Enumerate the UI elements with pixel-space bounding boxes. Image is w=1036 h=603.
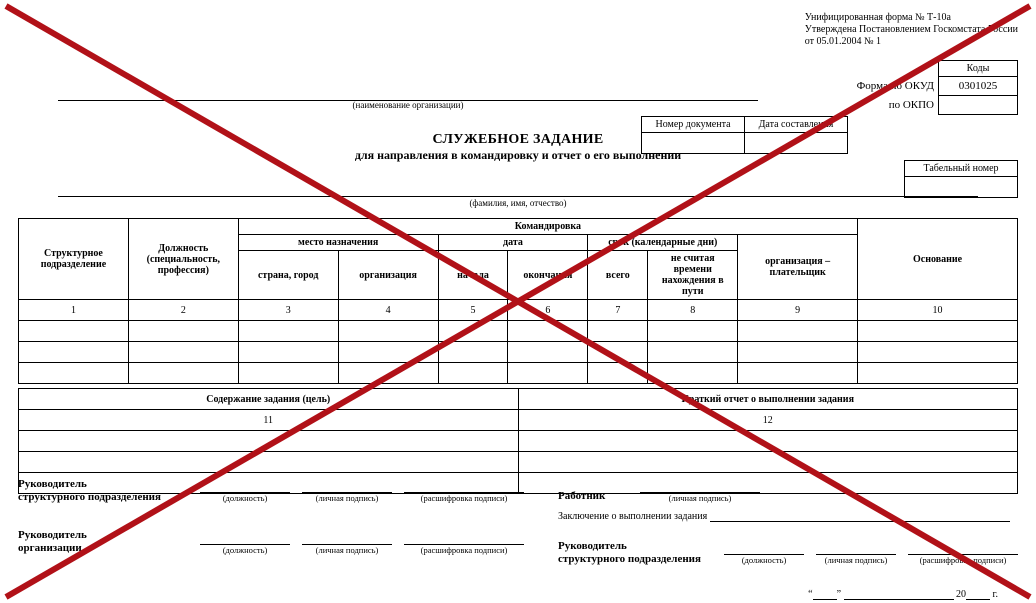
col-term-total: всего <box>588 251 648 300</box>
worker-label: Работник <box>558 490 628 503</box>
col-dates: дата <box>438 235 588 251</box>
col-country-city: страна, город <box>238 251 338 300</box>
organization-caption: (наименование организации) <box>58 100 758 110</box>
colnum-3: 3 <box>238 300 338 321</box>
colnum-5: 5 <box>438 300 508 321</box>
note-line-1: Унифицированная форма № Т-10а <box>805 12 1018 24</box>
colnum-8: 8 <box>648 300 738 321</box>
head-dept-position-line <box>200 478 290 493</box>
col-task-content: Содержание задания (цель) <box>19 389 519 410</box>
tabnum-cell <box>905 177 1018 198</box>
colnum-11: 11 <box>19 410 519 431</box>
okud-codes-block: Коды Форма по ОКУД 0301025 по ОКПО <box>856 60 1018 115</box>
cap-decipher: (расшифровка подписи) <box>421 493 508 503</box>
head-dept-decipher-line <box>404 478 524 493</box>
okpo-value <box>939 96 1018 115</box>
cap-decipher-2: (расшифровка подписи) <box>421 545 508 555</box>
head-dept2-position-line <box>724 540 804 555</box>
title-block: СЛУЖЕБНОЕ ЗАДАНИЕ для направления в кома… <box>18 132 1018 163</box>
cap-position: (должность) <box>223 493 268 503</box>
title-sub: для направления в командировку и отчет о… <box>18 148 1018 163</box>
docdate-header: Дата составления <box>745 117 848 133</box>
table-row <box>19 321 1018 342</box>
head-dept2-decipher-line <box>908 540 1018 555</box>
colnum-7: 7 <box>588 300 648 321</box>
tabnum-header: Табельный номер <box>905 161 1018 177</box>
okud-value: 0301025 <box>939 77 1018 96</box>
colnum-4: 4 <box>338 300 438 321</box>
cap-decipher-3: (расшифровка подписи) <box>920 555 1007 565</box>
head-dept-sign-line <box>302 478 392 493</box>
page-root: Унифицированная форма № Т-10а Утверждена… <box>0 0 1036 603</box>
table-row <box>19 431 1018 452</box>
right-signatures: Работник (личная подпись) Заключение о в… <box>558 478 1018 600</box>
form-approval-note: Унифицированная форма № Т-10а Утверждена… <box>805 12 1018 48</box>
okpo-label: по ОКПО <box>856 96 939 115</box>
head-org-sign-line <box>302 530 392 545</box>
conclusion-line: Заключение о выполнении задания <box>558 509 1018 522</box>
col-date-end: окончания <box>508 251 588 300</box>
col-date-start: начала <box>438 251 508 300</box>
col-brief-report: Краткий отчет о выполнении задания <box>518 389 1018 410</box>
note-line-3: от 05.01.2004 № 1 <box>805 36 1018 48</box>
year-suffix: г. <box>993 589 998 600</box>
head-org-label: Руководительорганизации <box>18 529 188 554</box>
tabnum-box: Табельный номер <box>904 160 1018 198</box>
col-organization: организация <box>338 251 438 300</box>
assignment-table: Структурное подразделение Должность (спе… <box>18 218 1018 384</box>
colnum-10: 10 <box>858 300 1018 321</box>
title-main: СЛУЖЕБНОЕ ЗАДАНИЕ <box>18 132 1018 148</box>
organization-underline <box>58 86 758 101</box>
head-org-decipher-line <box>404 530 524 545</box>
cap-position-2: (должность) <box>223 545 268 555</box>
conclusion-underline <box>710 509 1010 522</box>
cap-sign-2: (личная подпись) <box>316 545 379 555</box>
cap-sign: (личная подпись) <box>316 493 379 503</box>
colnum-12: 12 <box>518 410 1018 431</box>
col-term-exclude: не считая времени нахождения в пути <box>648 251 738 300</box>
fio-underline <box>58 196 978 197</box>
colnum-2: 2 <box>128 300 238 321</box>
docnum-header: Номер документа <box>642 117 745 133</box>
table-row <box>19 363 1018 384</box>
note-line-2: Утверждена Постановлением Госкомстата Ро… <box>805 24 1018 36</box>
colnum-1: 1 <box>19 300 129 321</box>
col-destination: место назначения <box>238 235 438 251</box>
col-structural-dept: Структурное подразделение <box>19 219 129 300</box>
codes-header: Коды <box>939 61 1018 77</box>
cap-sign-3: (личная подпись) <box>669 493 732 503</box>
fio-caption: (фамилия, имя, отчество) <box>58 198 978 208</box>
col-term: срок (календарные дни) <box>588 235 738 251</box>
table-row <box>19 452 1018 473</box>
okud-label: Форма по ОКУД <box>856 77 939 96</box>
conclusion-label: Заключение о выполнении задания <box>558 511 707 522</box>
table-row <box>19 342 1018 363</box>
cap-sign-4: (личная подпись) <box>825 555 888 565</box>
head-dept-label: Руководительструктурного подразделения <box>18 478 188 503</box>
col-trip: Командировка <box>238 219 857 235</box>
col-payer: организация – плательщик <box>738 235 858 300</box>
head-org-position-line <box>200 530 290 545</box>
head-dept2-sign-line <box>816 540 896 555</box>
colnum-9: 9 <box>738 300 858 321</box>
col-position: Должность (специальность, профессия) <box>128 219 238 300</box>
head-dept2-label: Руководительструктурного подразделения <box>558 540 712 565</box>
document-area: Унифицированная форма № Т-10а Утверждена… <box>18 12 1018 591</box>
left-signatures: Руководительструктурного подразделения (… <box>18 478 538 581</box>
col-basis: Основание <box>858 219 1018 300</box>
worker-sign-line <box>640 478 760 493</box>
date-line: “” 20 г. <box>558 587 1018 600</box>
cap-position-3: (должность) <box>742 555 787 565</box>
colnum-6: 6 <box>508 300 588 321</box>
